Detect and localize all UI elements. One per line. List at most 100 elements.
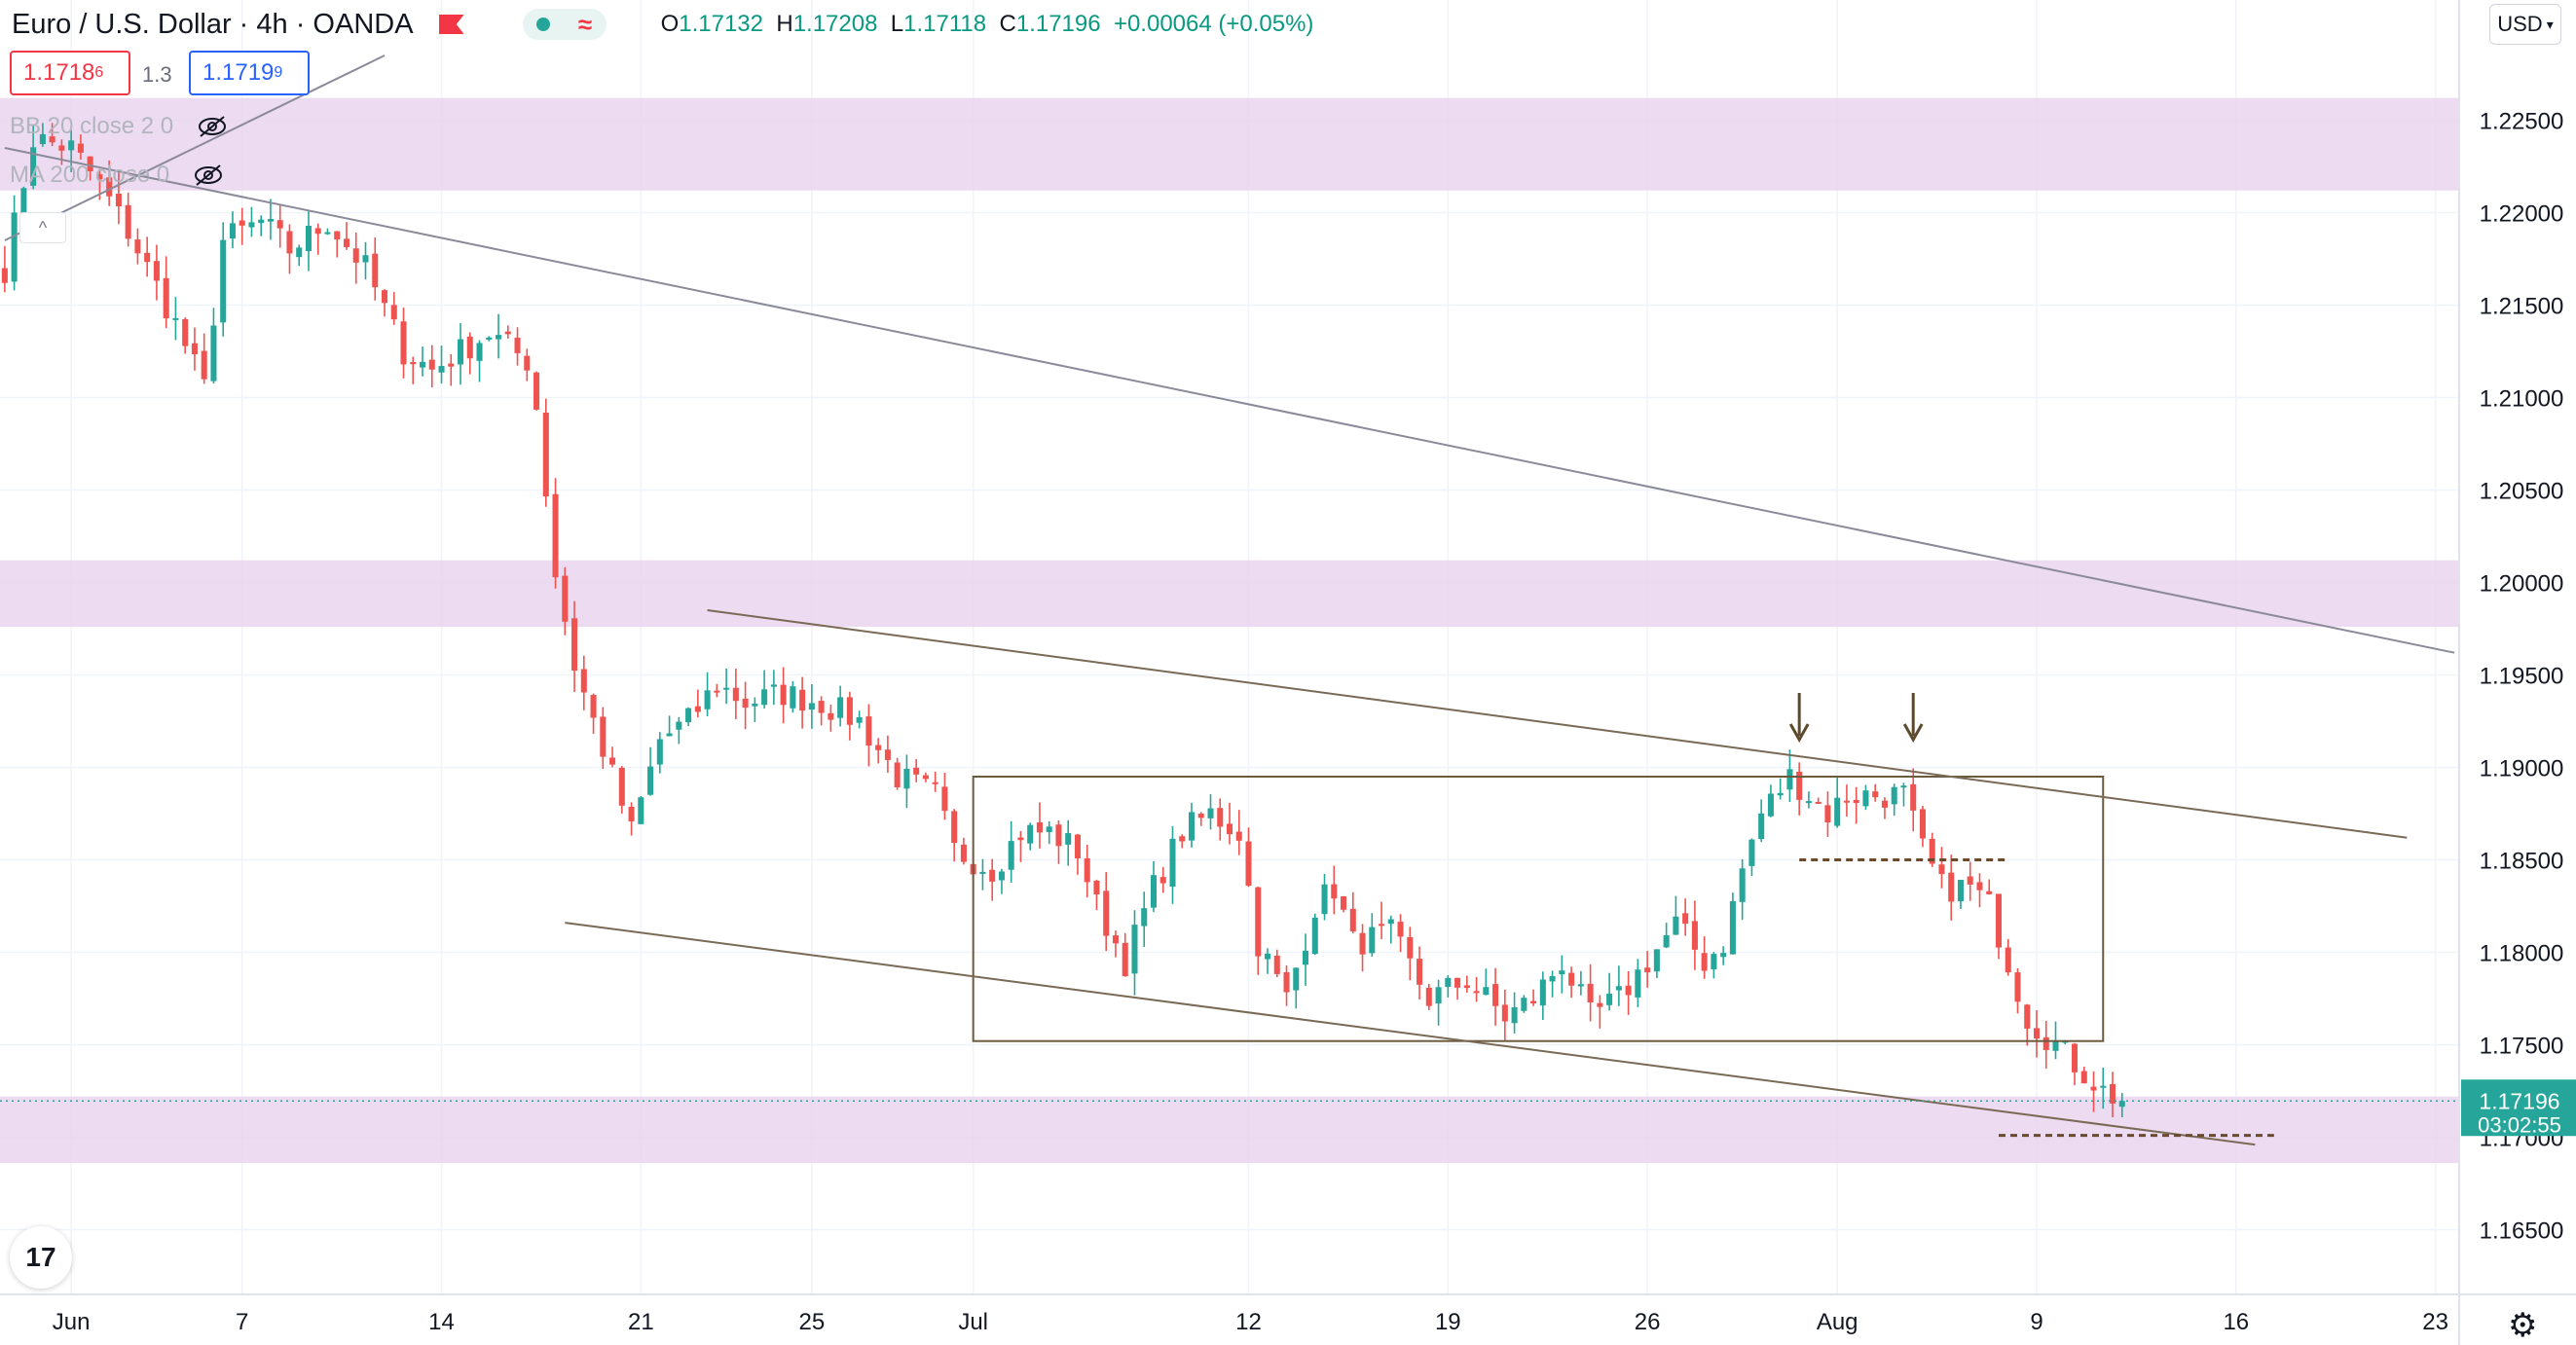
candle-body bbox=[562, 575, 569, 622]
y-tick-label: 1.18000 bbox=[2480, 941, 2564, 967]
candle-body bbox=[419, 361, 426, 368]
candle-body bbox=[1445, 977, 1452, 988]
candle-body bbox=[58, 145, 65, 151]
candle-body bbox=[1938, 864, 1945, 875]
candle-body bbox=[1635, 969, 1641, 998]
arrow-down-icon bbox=[1788, 723, 1810, 744]
candle-body bbox=[1691, 921, 1698, 950]
trendline-channel-top bbox=[707, 609, 2408, 839]
candle-body bbox=[590, 695, 597, 718]
candle-body bbox=[828, 712, 834, 720]
candle-body bbox=[1815, 801, 1822, 804]
candle-body bbox=[1359, 932, 1366, 955]
candle-body bbox=[932, 782, 938, 784]
candle-body bbox=[1701, 953, 1708, 971]
candle-body bbox=[1501, 1004, 1508, 1022]
indicator-bb-label: BB 20 close 2 0 bbox=[10, 113, 174, 139]
indicator-bb[interactable]: BB 20 close 2 0 bbox=[10, 113, 228, 140]
chart-header: Euro / U.S. Dollar · 4h · OANDA ≈ O 1.171… bbox=[0, 0, 1313, 49]
y-tick-label: 1.16500 bbox=[2480, 1218, 2564, 1245]
candle-body bbox=[1881, 800, 1888, 808]
candle-body bbox=[1159, 877, 1166, 884]
candle-body bbox=[125, 204, 131, 239]
candle-body bbox=[2090, 1086, 2097, 1091]
candle-body bbox=[1862, 790, 1869, 807]
candle-body bbox=[1150, 875, 1158, 908]
candle-body bbox=[1559, 970, 1565, 975]
candle-body bbox=[1397, 922, 1404, 937]
candle-body bbox=[1454, 977, 1461, 988]
gear-icon[interactable]: ⚙ bbox=[2508, 1307, 2538, 1344]
candle-body bbox=[1349, 908, 1356, 932]
candle-body bbox=[1777, 792, 1784, 796]
buy-price: 1.1719 bbox=[202, 59, 275, 86]
candle-body bbox=[1758, 813, 1765, 840]
buy-price-button[interactable]: 1.1719 9 bbox=[189, 51, 310, 95]
candle-body bbox=[504, 331, 511, 335]
x-tick-label: 21 bbox=[628, 1309, 654, 1335]
candle-body bbox=[496, 335, 502, 340]
candle-body bbox=[1767, 793, 1774, 817]
candle-body bbox=[1539, 979, 1546, 1006]
candle-body bbox=[486, 337, 493, 340]
candle-body bbox=[2080, 1071, 2087, 1084]
candle-body bbox=[1311, 917, 1318, 955]
market-status-pill[interactable]: ≈ bbox=[522, 9, 607, 40]
candle-body bbox=[201, 350, 207, 380]
candle-body bbox=[229, 223, 236, 238]
candle-body bbox=[220, 239, 227, 323]
candle-body bbox=[1046, 826, 1052, 832]
candle-body bbox=[1530, 1000, 1537, 1004]
eye-off-icon[interactable] bbox=[197, 115, 228, 138]
candle-body bbox=[1625, 985, 1632, 996]
low-value: 1.17118 bbox=[903, 11, 987, 37]
candle-body bbox=[1273, 955, 1280, 974]
candle-body bbox=[2118, 1101, 2125, 1108]
x-tick-label: 26 bbox=[1635, 1309, 1661, 1335]
candle-body bbox=[314, 228, 321, 235]
candle-body bbox=[1122, 942, 1128, 977]
candle-body bbox=[448, 363, 455, 367]
candle-body bbox=[172, 317, 179, 320]
eye-off-icon[interactable] bbox=[193, 164, 224, 187]
open-label: O bbox=[660, 11, 680, 37]
candle-body bbox=[732, 687, 739, 702]
indicator-ma-label: MA 200 close 0 bbox=[10, 162, 170, 188]
candle-body bbox=[1653, 949, 1660, 972]
candle-body bbox=[714, 690, 720, 693]
candle-body bbox=[87, 156, 93, 172]
candle-body bbox=[1417, 959, 1423, 985]
indicator-ma[interactable]: MA 200 close 0 bbox=[10, 162, 224, 189]
candle-body bbox=[1245, 841, 1252, 887]
candle-body bbox=[1711, 954, 1717, 969]
candle-body bbox=[618, 767, 625, 806]
candle-body bbox=[1255, 887, 1262, 957]
candle-body bbox=[808, 703, 815, 710]
candle-body bbox=[1995, 893, 2003, 948]
candle-body bbox=[903, 768, 910, 789]
y-tick-label: 1.21000 bbox=[2480, 386, 2564, 413]
candle-body bbox=[884, 749, 891, 760]
symbol-title[interactable]: Euro / U.S. Dollar · 4h · OANDA bbox=[12, 8, 414, 40]
collapse-legend-button[interactable]: ^ bbox=[19, 212, 66, 243]
candle-body bbox=[39, 133, 46, 145]
candle-body bbox=[438, 366, 445, 373]
candle-body bbox=[1729, 901, 1736, 955]
candle-body bbox=[628, 806, 635, 821]
candle-body bbox=[2024, 1004, 2031, 1029]
tradingview-logo-icon[interactable]: 17 bbox=[10, 1226, 72, 1289]
candle-body bbox=[1226, 823, 1233, 835]
x-tick-label: 9 bbox=[2030, 1309, 2042, 1335]
candle-body bbox=[343, 238, 350, 247]
candle-body bbox=[1673, 916, 1679, 935]
candle-body bbox=[1910, 783, 1917, 811]
sell-price-button[interactable]: 1.1718 6 bbox=[10, 51, 130, 95]
currency-select[interactable]: USD ▾ bbox=[2489, 4, 2561, 45]
flag-icon[interactable] bbox=[438, 15, 464, 34]
y-tick-label: 1.21500 bbox=[2480, 294, 2564, 320]
range-box bbox=[972, 776, 2105, 1042]
candle-body bbox=[1796, 771, 1803, 800]
candle-body bbox=[685, 708, 692, 723]
